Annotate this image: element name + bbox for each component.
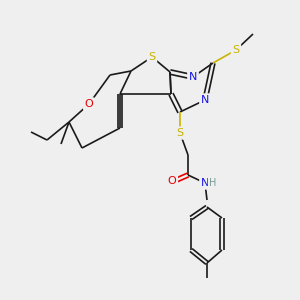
Text: O: O xyxy=(85,99,93,109)
Text: N: N xyxy=(201,178,209,188)
Text: S: S xyxy=(176,128,184,138)
Text: N: N xyxy=(201,95,209,105)
Text: S: S xyxy=(232,45,240,55)
Text: S: S xyxy=(148,52,156,62)
Text: O: O xyxy=(168,176,176,186)
Text: H: H xyxy=(209,178,217,188)
Text: N: N xyxy=(189,72,197,82)
